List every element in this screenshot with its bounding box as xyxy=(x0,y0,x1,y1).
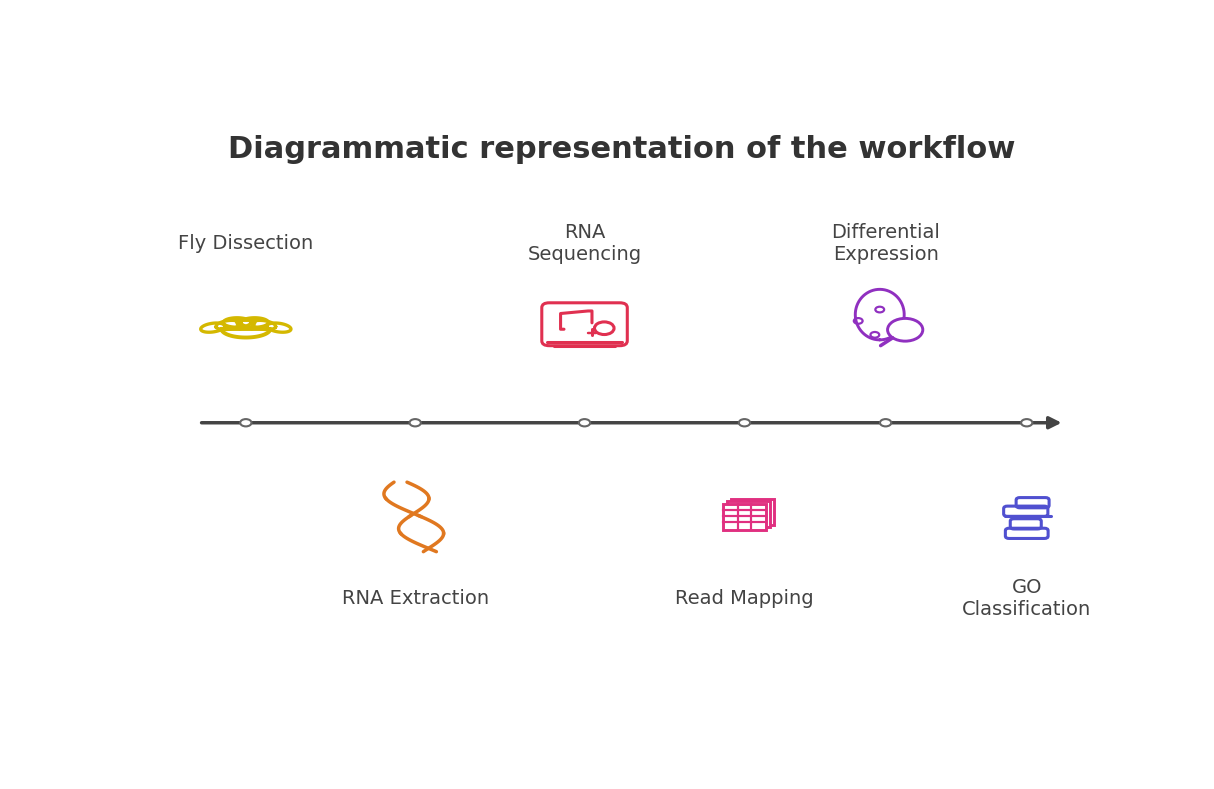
Circle shape xyxy=(1021,419,1032,426)
Circle shape xyxy=(409,419,421,426)
Text: GO
Classification: GO Classification xyxy=(963,578,1091,619)
Circle shape xyxy=(880,419,891,426)
Text: Diagrammatic representation of the workflow: Diagrammatic representation of the workf… xyxy=(228,135,1016,164)
Circle shape xyxy=(739,419,750,426)
Text: Read Mapping: Read Mapping xyxy=(675,589,813,608)
Circle shape xyxy=(240,419,251,426)
Bar xyxy=(727,502,770,527)
Text: RNA
Sequencing: RNA Sequencing xyxy=(527,223,642,264)
Bar xyxy=(731,499,773,525)
Text: Fly Dissection: Fly Dissection xyxy=(178,234,313,253)
Circle shape xyxy=(887,319,923,341)
Text: RNA Extraction: RNA Extraction xyxy=(341,589,489,608)
Circle shape xyxy=(579,419,590,426)
Text: Differential
Expression: Differential Expression xyxy=(832,223,940,264)
Bar xyxy=(724,504,766,530)
